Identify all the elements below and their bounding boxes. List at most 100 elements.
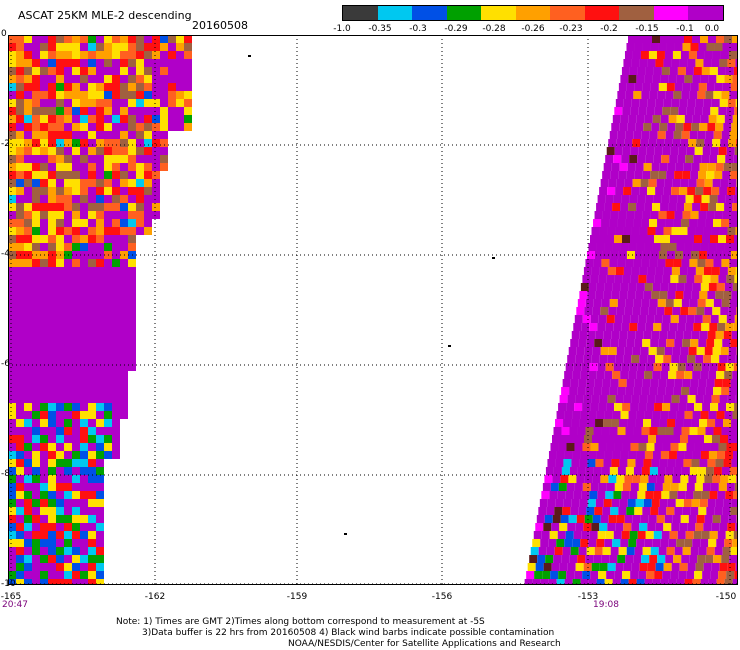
left-swath-cell (48, 507, 56, 515)
right-swath-cell (650, 251, 659, 259)
right-swath-cell (686, 235, 694, 243)
right-swath-cell (588, 243, 597, 251)
left-swath-cell (80, 51, 88, 59)
right-swath-cell (558, 403, 567, 411)
left-swath-cell (72, 443, 80, 451)
left-swath-cell (112, 259, 120, 267)
right-swath-cell (556, 411, 565, 419)
right-swath-cell (723, 291, 732, 299)
left-swath-cell (112, 387, 120, 395)
right-swath-cell (718, 483, 727, 491)
right-swath-cell (660, 243, 669, 251)
left-swath-cell (48, 99, 56, 107)
right-swath-cell (734, 403, 738, 411)
right-swath-cell (665, 299, 674, 307)
right-swath-cell (668, 371, 677, 379)
right-swath-cell (652, 243, 661, 251)
color-scale-segment (653, 6, 689, 20)
left-swath-cell (64, 411, 72, 419)
left-swath-cell (24, 35, 32, 43)
left-swath-cell (128, 115, 136, 123)
y-tick-label: -8 (1, 469, 10, 479)
left-swath-cell (8, 347, 16, 355)
right-swath-cell (527, 563, 536, 571)
right-swath-cell (672, 179, 681, 187)
left-swath-cell (40, 211, 48, 219)
right-swath-cell (653, 491, 662, 499)
right-swath-cell (697, 427, 706, 435)
left-swath-cell (72, 323, 80, 331)
left-swath-cell (96, 451, 104, 459)
right-swath-cell (533, 531, 542, 539)
left-swath-cell (56, 99, 64, 107)
left-swath-cell (8, 475, 16, 483)
right-swath-cell (595, 331, 604, 339)
right-swath-cell (652, 75, 661, 83)
x-tick-label: -153 (577, 592, 599, 602)
left-swath-cell (48, 107, 56, 115)
left-swath-cell (112, 323, 120, 331)
left-swath-cell (120, 99, 128, 107)
left-swath-cell (104, 91, 112, 99)
left-swath-cell (176, 75, 184, 83)
left-swath-cell (136, 211, 144, 219)
right-swath-cell (678, 315, 687, 323)
right-swath-cell (645, 363, 654, 371)
left-swath-cell (24, 315, 32, 323)
right-swath-cell (612, 371, 621, 379)
right-swath-cell (597, 531, 606, 539)
left-swath-cell (8, 299, 16, 307)
right-swath-cell (660, 35, 668, 43)
left-swath-cell (72, 563, 80, 571)
right-swath-cell (645, 67, 654, 75)
left-swath-cell (32, 235, 40, 243)
left-swath-cell (32, 379, 40, 387)
left-swath-cell (88, 531, 96, 539)
swath-map (8, 35, 738, 585)
right-swath-cell (622, 571, 631, 579)
left-swath-cell (96, 123, 104, 131)
right-swath-cell (578, 547, 587, 555)
right-swath-cell (656, 347, 665, 355)
right-swath-cell (642, 43, 651, 51)
left-swath-cell (72, 75, 80, 83)
left-swath-cell (80, 467, 88, 475)
right-swath-cell (715, 419, 724, 427)
right-swath-cell (623, 395, 632, 403)
right-swath-cell (665, 219, 674, 227)
right-swath-cell (578, 507, 587, 515)
left-swath-cell (8, 163, 16, 171)
left-swath-cell (8, 51, 16, 59)
right-swath-cell (572, 539, 581, 547)
left-swath-cell (72, 99, 80, 107)
right-swath-cell (679, 563, 688, 571)
right-swath-cell (682, 171, 691, 179)
left-swath-cell (160, 91, 168, 99)
right-swath-cell (714, 507, 723, 515)
left-swath-cell (96, 323, 104, 331)
right-swath-cell (705, 467, 714, 475)
left-swath-cell (136, 171, 144, 179)
left-swath-cell (32, 299, 40, 307)
right-swath-cell (631, 99, 640, 107)
left-swath-cell (72, 179, 80, 187)
right-swath-cell (647, 267, 656, 275)
left-swath-cell (128, 235, 136, 243)
right-swath-cell (730, 83, 738, 91)
right-swath-cell (730, 211, 738, 219)
left-swath-cell (8, 323, 16, 331)
right-swath-cell (643, 123, 652, 131)
left-swath-cell (8, 179, 16, 187)
right-swath-cell (558, 571, 567, 579)
left-swath-cell (32, 411, 40, 419)
left-swath-cell (120, 339, 128, 347)
left-swath-cell (24, 507, 32, 515)
left-swath-cell (64, 395, 72, 403)
left-swath-cell (120, 195, 128, 203)
left-swath-cell (8, 371, 16, 379)
right-swath-cell (585, 427, 594, 435)
right-swath-cell (659, 123, 668, 131)
right-swath-cell (594, 251, 603, 259)
right-swath-cell (627, 163, 636, 171)
right-swath-cell (563, 499, 572, 507)
